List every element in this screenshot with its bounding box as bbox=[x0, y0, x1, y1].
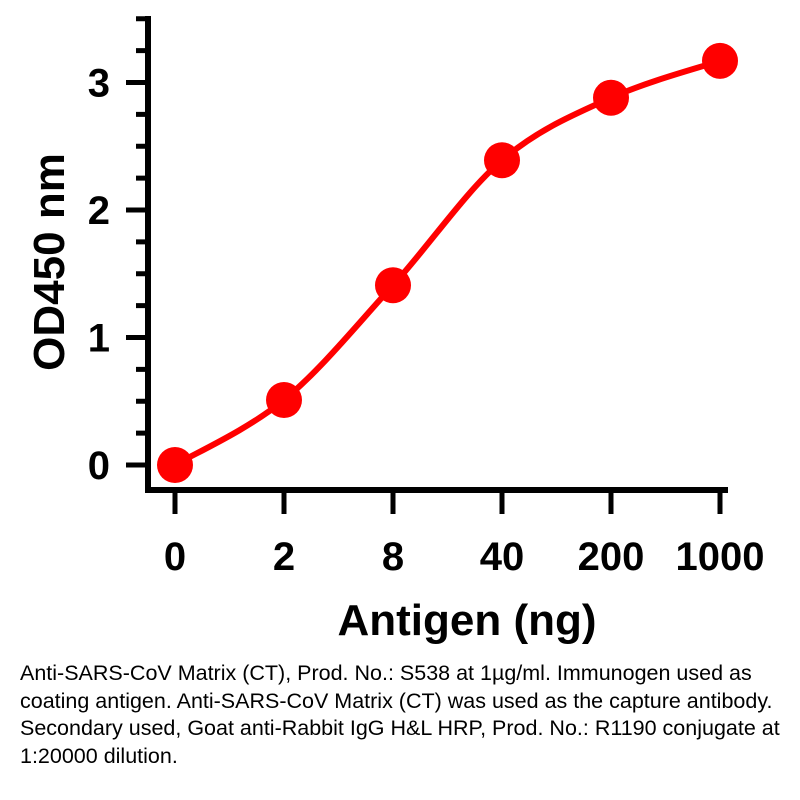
y-axis-title: OD450 nm bbox=[25, 153, 74, 371]
x-tick-label: 1000 bbox=[676, 535, 765, 579]
data-point bbox=[484, 142, 520, 179]
x-axis-title: Antigen (ng) bbox=[337, 596, 596, 645]
data-point bbox=[157, 447, 193, 483]
y-tick-label: 1 bbox=[88, 317, 110, 361]
data-point bbox=[702, 42, 738, 79]
x-tick-label: 0 bbox=[164, 535, 186, 579]
x-tick-label: 8 bbox=[382, 535, 404, 579]
figure-caption: Anti-SARS-CoV Matrix (CT), Prod. No.: S5… bbox=[20, 661, 780, 768]
axes-group bbox=[126, 16, 728, 514]
od450-chart: 0 1 2 3 0 2 8 40 200 1000 Antigen (ng) OD450 nm bbox=[25, 16, 764, 646]
y-tick-label: 2 bbox=[88, 189, 110, 233]
data-point bbox=[266, 381, 302, 418]
series-group bbox=[157, 42, 738, 483]
x-tick-label: 200 bbox=[578, 535, 645, 579]
series-line bbox=[172, 57, 723, 468]
y-tick-label: 3 bbox=[88, 62, 110, 106]
data-point bbox=[375, 267, 411, 304]
data-point bbox=[593, 79, 629, 116]
y-tick-label: 0 bbox=[88, 444, 110, 488]
labels-group: 0 1 2 3 0 2 8 40 200 1000 Antigen (ng) OD450 nm bbox=[25, 62, 764, 646]
x-tick-label: 2 bbox=[273, 535, 295, 579]
x-tick-label: 40 bbox=[480, 535, 525, 579]
